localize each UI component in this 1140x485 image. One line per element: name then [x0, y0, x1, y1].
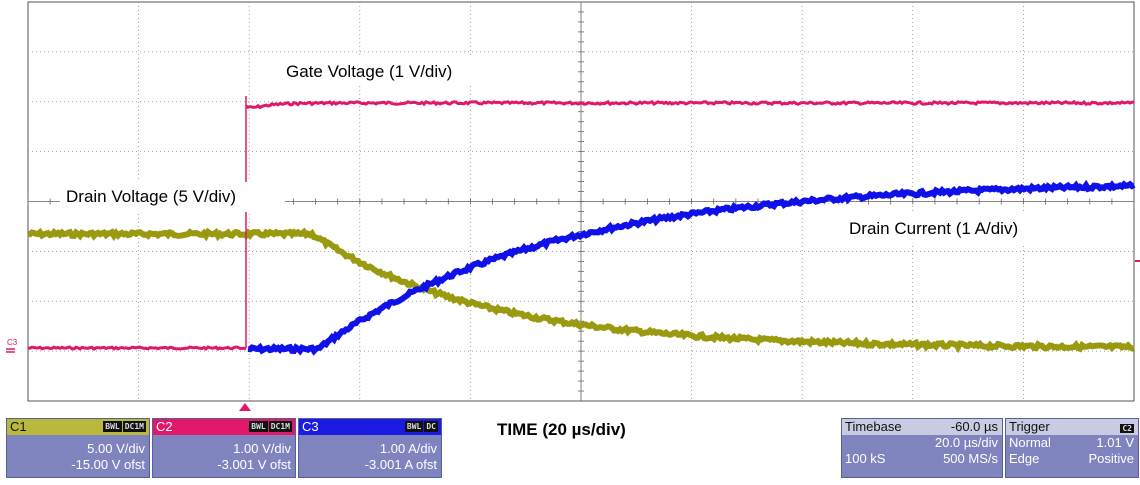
time-scale-caption: TIME (20 µs/div): [497, 420, 626, 439]
channel-2-header: C2 BWL DC1M: [153, 419, 295, 435]
trigger-title: Trigger: [1009, 419, 1050, 434]
channel-2-box[interactable]: C2 BWL DC1M 1.00 V/div -3.001 V ofst: [152, 418, 296, 478]
timebase-delay: -60.0 µs: [950, 419, 998, 434]
coupling-badge: DC1M: [268, 421, 292, 432]
timebase-sample-rate: 500 MS/s: [943, 451, 998, 466]
trigger-level: 1.01 V: [1096, 435, 1134, 450]
trigger-mode: Normal: [1009, 435, 1051, 450]
timebase-box[interactable]: Timebase -60.0 µs 20.0 µs/div 100 kS 500…: [841, 418, 1003, 478]
channel-3-name: C3: [302, 419, 319, 434]
timebase-per-div: 20.0 µs/div: [934, 435, 998, 450]
coupling-badge: DC: [424, 421, 438, 432]
drain-current-label: Drain Current (1 A/div): [849, 219, 1018, 238]
channel-1-offset: -15.00 V ofst: [71, 457, 145, 472]
channel-2-name: C2: [156, 419, 173, 434]
channel-3-offset: -3.001 A ofst: [364, 457, 437, 472]
gate-voltage-label: Gate Voltage (1 V/div): [286, 62, 452, 81]
trigger-slope: Positive: [1088, 451, 1134, 466]
trigger-type: Edge: [1009, 451, 1040, 466]
channel-1-scale: 5.00 V/div: [87, 441, 145, 456]
bandwidth-limit-badge: BWL: [103, 421, 122, 432]
channel-1-name: C1: [10, 419, 27, 434]
channel-3-box[interactable]: C3 BWL DC 1.00 A/div -3.001 A ofst: [298, 418, 442, 478]
drain-current-trace: [247, 179, 1136, 356]
channel-2-offset: -3.001 V ofst: [217, 457, 291, 472]
channel-3-scale: 1.00 A/div: [379, 441, 437, 456]
coupling-badge: DC1M: [122, 421, 146, 432]
timebase-header: Timebase -60.0 µs: [842, 419, 1002, 435]
channel-ground-marker: C3: [7, 338, 18, 347]
channel-1-box[interactable]: C1 BWL DC1M 5.00 V/div -15.00 V ofst: [6, 418, 150, 478]
timebase-title: Timebase: [845, 419, 902, 434]
trigger-source-badge: C2: [1120, 424, 1134, 433]
graticule-grid: [27, 1, 1135, 401]
trigger-marker: [239, 403, 251, 411]
trigger-box[interactable]: Trigger C2 Normal 1.01 V Edge Positive: [1005, 418, 1139, 478]
gate-voltage-high-trace: [245, 99, 1135, 110]
gate-voltage-low-trace: [27, 345, 247, 351]
drain-voltage-trace: [27, 227, 1135, 354]
channel-3-header: C3 BWL DC: [299, 419, 441, 435]
channel-2-scale: 1.00 V/div: [233, 441, 291, 456]
trigger-header: Trigger C2: [1006, 419, 1138, 435]
drain-voltage-label: Drain Voltage (5 V/div): [66, 187, 236, 206]
waveform-traces: [27, 96, 1136, 356]
timebase-samples: 100 kS: [845, 451, 886, 466]
channel-1-header: C1 BWL DC1M: [7, 419, 149, 435]
bandwidth-limit-badge: BWL: [249, 421, 268, 432]
bandwidth-limit-badge: BWL: [404, 421, 424, 432]
